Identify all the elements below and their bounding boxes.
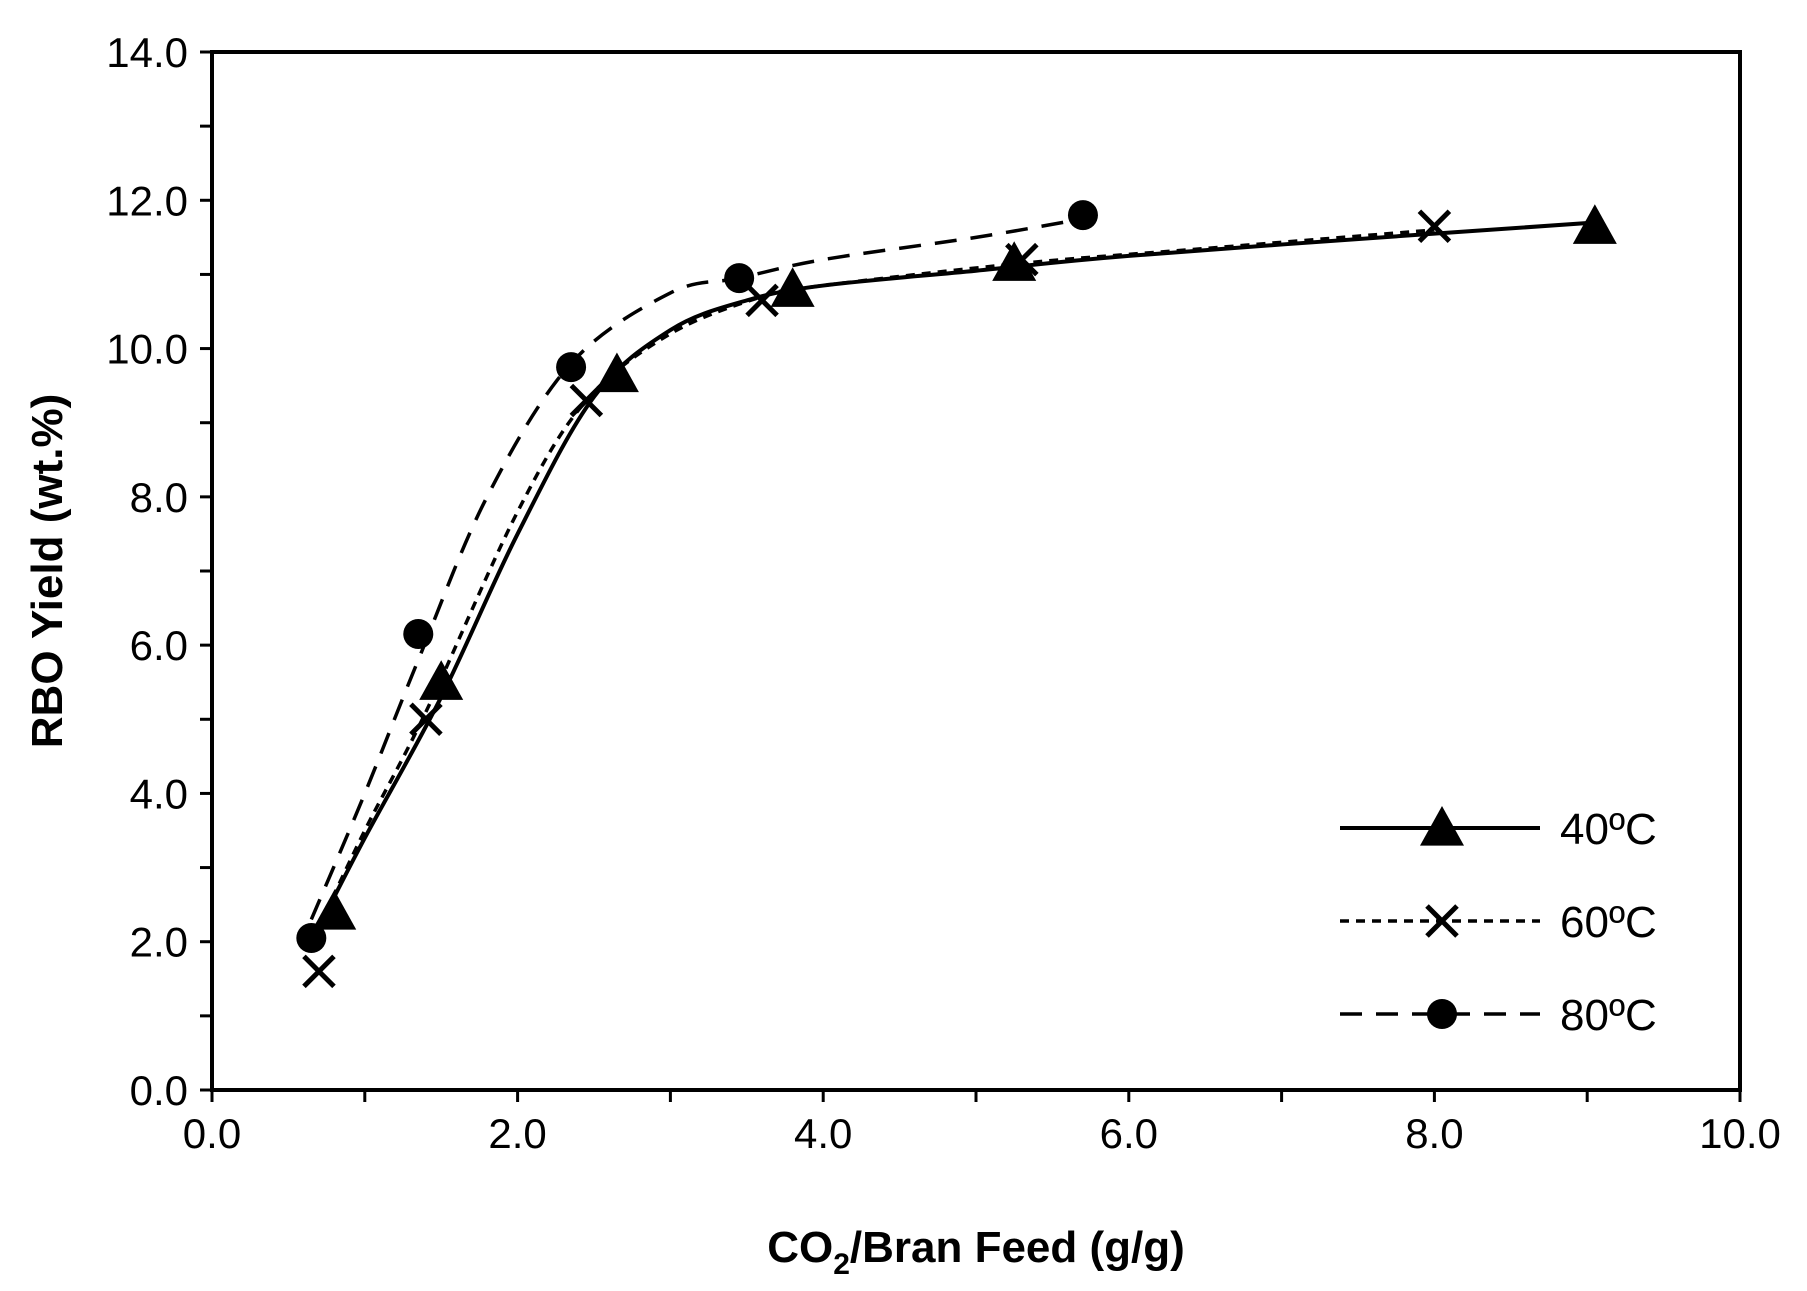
y-tick-label: 6.0 — [130, 622, 188, 669]
x-axis-title-main: CO — [767, 1223, 833, 1272]
series-0 — [312, 204, 1617, 930]
data-point — [1005, 242, 1039, 277]
y-tick-label: 4.0 — [130, 770, 188, 817]
axes: 0.0 2.0 4.0 6.0 8.0 10.0 0.0 2.0 4.0 6.0 8.0 10.0 12… — [106, 29, 1781, 1157]
y-axis-title: RBO Yield (wt.%) — [23, 394, 72, 748]
legend-label: 60ºC — [1560, 898, 1657, 947]
series-2 — [296, 200, 1098, 954]
x-tick-label: 0.0 — [183, 1110, 241, 1157]
series-1 — [302, 209, 1452, 989]
data-point — [992, 241, 1037, 281]
x-tick-label: 2.0 — [488, 1110, 546, 1157]
x-tick-label: 6.0 — [1100, 1110, 1158, 1157]
legend-item: 60ºC — [1340, 898, 1657, 947]
data-point — [724, 263, 755, 294]
data-point — [409, 702, 443, 737]
data-point — [1067, 200, 1098, 231]
data-point — [1417, 209, 1452, 244]
x-tick-label: 8.0 — [1405, 1110, 1463, 1157]
x-tick-label: 4.0 — [794, 1110, 852, 1157]
y-tick-label: 8.0 — [130, 474, 188, 521]
data-point — [594, 352, 639, 393]
legend-marker — [1420, 806, 1464, 846]
x-axis-title-rest: /Bran Feed (g/g) — [850, 1223, 1185, 1272]
x-axis-title-subscript: 2 — [833, 1248, 850, 1281]
y-tick-label: 0.0 — [130, 1067, 188, 1114]
y-tick-label: 14.0 — [106, 29, 188, 76]
x-axis-title: CO2/Bran Feed (g/g) — [767, 1223, 1185, 1281]
data-point — [770, 267, 815, 307]
legend-item: 40ºC — [1340, 805, 1657, 854]
data-point — [296, 923, 327, 954]
y-tick-label: 2.0 — [130, 919, 188, 966]
legend-label: 40ºC — [1560, 805, 1657, 854]
legend: 40ºC 60ºC 80ºC — [1340, 805, 1657, 1040]
x-tick-label: 10.0 — [1699, 1110, 1781, 1157]
series-line — [317, 220, 1595, 928]
legend-item: 80ºC — [1340, 991, 1657, 1040]
series-line — [317, 228, 1435, 928]
data-point — [569, 383, 604, 418]
data-point — [745, 283, 779, 318]
series-line — [309, 217, 1084, 921]
data-point — [302, 954, 336, 989]
data-point — [403, 619, 434, 650]
y-tick-label: 10.0 — [106, 326, 188, 373]
data-point — [1572, 204, 1617, 244]
legend-marker — [1427, 999, 1457, 1029]
plot-frame — [210, 50, 1742, 1092]
legend-marker — [1425, 904, 1459, 938]
data-point — [556, 352, 587, 383]
legend-label: 80ºC — [1560, 991, 1657, 1040]
y-tick-label: 12.0 — [106, 177, 188, 224]
series-group — [296, 200, 1617, 989]
